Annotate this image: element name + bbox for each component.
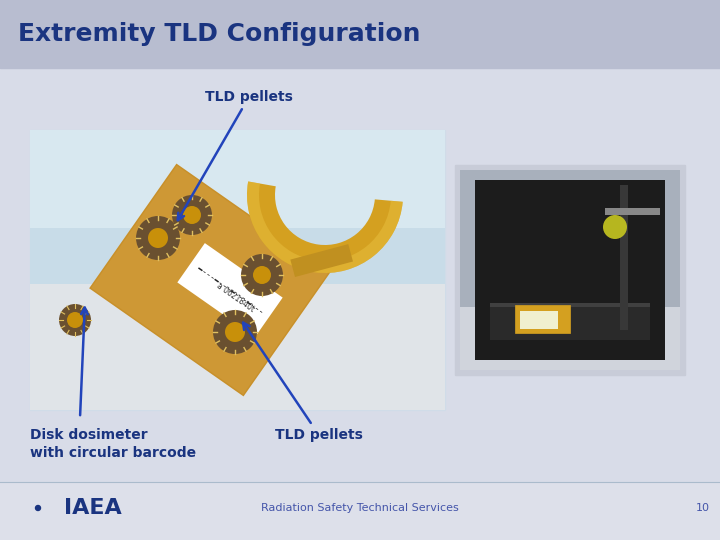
Bar xyxy=(620,185,628,330)
Text: TLD pellets: TLD pellets xyxy=(243,322,363,442)
Bar xyxy=(30,130,445,228)
Bar xyxy=(290,244,353,277)
Bar xyxy=(0,0,720,68)
Circle shape xyxy=(213,310,257,354)
Polygon shape xyxy=(177,243,283,337)
Wedge shape xyxy=(247,181,402,273)
Wedge shape xyxy=(247,181,402,273)
Text: Disk dosimeter
with circular barcode: Disk dosimeter with circular barcode xyxy=(30,428,196,461)
Text: 10: 10 xyxy=(696,503,710,513)
Bar xyxy=(460,170,680,307)
Text: IAEA: IAEA xyxy=(64,498,122,518)
Text: TLD pellets: TLD pellets xyxy=(178,90,293,220)
Polygon shape xyxy=(89,164,331,396)
Circle shape xyxy=(225,322,245,342)
Bar xyxy=(460,307,680,370)
Bar xyxy=(490,305,650,340)
Circle shape xyxy=(172,195,212,235)
Bar xyxy=(475,180,665,360)
Circle shape xyxy=(148,228,168,248)
Bar xyxy=(490,303,650,307)
Circle shape xyxy=(67,312,83,328)
Circle shape xyxy=(35,505,40,510)
Text: Radiation Safety Technical Services: Radiation Safety Technical Services xyxy=(261,503,459,513)
Polygon shape xyxy=(91,166,329,394)
Bar xyxy=(0,482,720,540)
Text: Extremity TLD Configuration: Extremity TLD Configuration xyxy=(18,22,420,46)
Circle shape xyxy=(253,266,271,284)
Bar xyxy=(515,305,570,333)
Bar xyxy=(605,208,660,215)
Circle shape xyxy=(183,206,201,224)
Circle shape xyxy=(59,304,91,336)
Bar xyxy=(30,130,445,284)
Circle shape xyxy=(241,254,283,296)
Bar xyxy=(30,284,445,410)
Bar xyxy=(520,311,558,329)
Circle shape xyxy=(603,215,627,239)
Circle shape xyxy=(136,216,180,260)
Bar xyxy=(0,68,720,482)
Text: a 0621840t: a 0621840t xyxy=(215,282,256,314)
Bar xyxy=(455,165,685,375)
Bar xyxy=(30,130,445,410)
